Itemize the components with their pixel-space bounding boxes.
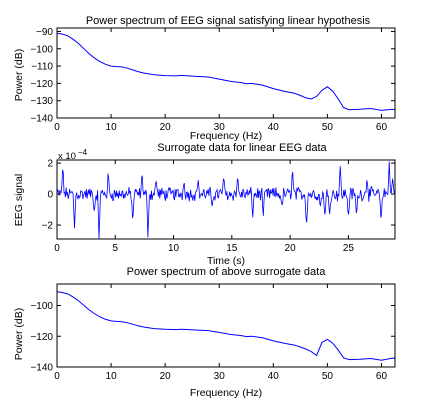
chart-title: Surrogate data for linear EEG data xyxy=(157,142,327,154)
x-tick-label: 10 xyxy=(106,122,118,133)
y-axis-exponent: x 10 −4 xyxy=(58,148,88,162)
x-axis-label: Frequency (Hz) xyxy=(190,387,262,399)
x-tick-label: 40 xyxy=(268,371,280,382)
y-axis-exponent-base: x 10 xyxy=(58,151,76,162)
x-axis-label: Time (s) xyxy=(207,255,245,267)
x-tick-label: 20 xyxy=(160,122,172,133)
y-axis-exponent-power: −4 xyxy=(78,148,88,157)
x-tick-label: 30 xyxy=(214,122,226,133)
x-tick-label: 10 xyxy=(106,371,118,382)
series-line xyxy=(57,291,395,361)
y-tick-label: −110 xyxy=(31,62,53,73)
x-tick-label: 60 xyxy=(376,371,388,382)
x-tick-label: 30 xyxy=(214,371,226,382)
x-tick-label: 15 xyxy=(226,243,238,254)
y-tick-label: −120 xyxy=(30,332,53,343)
series-line xyxy=(57,32,395,111)
x-tick-label: 40 xyxy=(268,122,280,133)
x-tick-label: 0 xyxy=(54,122,60,133)
y-tick-label: 0 xyxy=(47,190,53,201)
y-tick-label: −130 xyxy=(30,96,53,107)
x-tick-label: 25 xyxy=(343,243,355,254)
y-tick-label: −140 xyxy=(30,363,53,374)
y-tick-label: −100 xyxy=(30,44,53,55)
x-tick-label: 60 xyxy=(376,122,388,133)
y-tick-label: −120 xyxy=(30,79,53,90)
x-axis-label: Frequency (Hz) xyxy=(190,130,262,142)
panel-power-spectrum-surrogate: Power spectrum of above surrogate data F… xyxy=(13,266,396,399)
x-tick-label: 0 xyxy=(54,243,60,254)
x-tick-label: 5 xyxy=(112,243,118,254)
x-tick-label: 10 xyxy=(168,243,180,254)
panel-power-spectrum-eeg: Power spectrum of EEG signal satisfying … xyxy=(13,15,396,142)
y-axis-label: Power (dB) xyxy=(13,308,25,361)
y-tick-label: −2 xyxy=(42,221,54,232)
y-tick-label: −140 xyxy=(30,114,53,125)
x-tick-label: 50 xyxy=(322,122,334,133)
y-axis-label: Power (dB) xyxy=(13,49,25,102)
axes-frame xyxy=(56,159,396,240)
y-tick-label: −90 xyxy=(36,27,53,38)
y-tick-label: 2 xyxy=(47,159,53,170)
x-tick-label: 0 xyxy=(54,371,60,382)
chart-title: Power spectrum of EEG signal satisfying … xyxy=(86,15,371,27)
y-axis-label: EEG signal xyxy=(13,174,25,227)
axes-frame xyxy=(56,27,396,119)
series-line xyxy=(57,161,395,239)
x-tick-label: 20 xyxy=(160,371,172,382)
panel-surrogate-data: Surrogate data for linear EEG data x 10−… xyxy=(13,142,396,267)
chart-title: Power spectrum of above surrogate data xyxy=(127,266,327,278)
x-tick-label: 50 xyxy=(322,371,334,382)
axes-frame xyxy=(56,283,396,368)
x-tick-label: 20 xyxy=(285,243,297,254)
y-tick-label: −100 xyxy=(30,301,53,312)
